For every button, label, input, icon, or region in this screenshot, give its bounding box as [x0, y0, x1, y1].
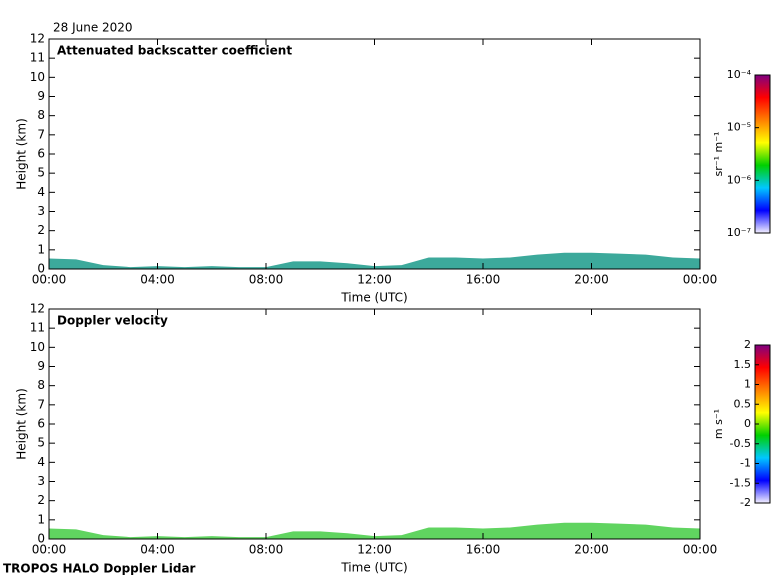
colorbar-tick-label: 2 — [744, 338, 751, 351]
y-tick-label: 3 — [37, 474, 45, 488]
x-tick-label: 00:00 — [683, 543, 718, 557]
plot-frame — [48, 38, 701, 270]
colorbar-tick-label: -0.5 — [730, 437, 751, 450]
y-axis-label: Height (km) — [15, 388, 29, 459]
y-tick-label: 10 — [30, 70, 45, 84]
y-tick-label: 0 — [37, 262, 45, 276]
x-tick-label: 00:00 — [32, 543, 67, 557]
y-tick-label: 12 — [30, 302, 45, 316]
colorbar-tick-label: 10⁻⁶ — [727, 173, 752, 186]
x-axis-label: Time (UTC) — [340, 291, 407, 305]
panel-title: Attenuated backscatter coefficient — [57, 44, 292, 58]
y-tick-label: 2 — [37, 493, 45, 507]
x-tick-label: 12:00 — [357, 273, 392, 287]
x-tick-label: 20:00 — [574, 273, 609, 287]
colorbar-tick-label: 10⁻⁴ — [727, 68, 752, 81]
y-tick-label: 10 — [30, 340, 45, 354]
colorbar-tick-label: 0.5 — [734, 397, 752, 410]
y-tick-label: 5 — [37, 166, 45, 180]
panel-title: Doppler velocity — [57, 314, 168, 328]
colorbar-label: sr⁻¹ m⁻¹ — [712, 132, 725, 177]
y-tick-label: 8 — [37, 108, 45, 122]
y-tick-label: 8 — [37, 378, 45, 392]
colorbar-tick-label: -2 — [740, 496, 751, 509]
x-tick-label: 00:00 — [32, 273, 67, 287]
x-tick-label: 12:00 — [357, 543, 392, 557]
x-tick-label: 20:00 — [574, 543, 609, 557]
x-tick-label: 16:00 — [466, 273, 501, 287]
x-tick-label: 04:00 — [140, 543, 175, 557]
y-tick-label: 1 — [37, 242, 45, 256]
x-tick-label: 08:00 — [249, 273, 284, 287]
colorbar-tick-label: 10⁻⁷ — [727, 226, 751, 239]
y-tick-label: 7 — [37, 397, 45, 411]
y-tick-label: 5 — [37, 436, 45, 450]
signal-area — [49, 522, 700, 539]
y-tick-label: 0 — [37, 532, 45, 546]
colorbar-tick-label: 10⁻⁵ — [727, 121, 751, 134]
y-tick-label: 6 — [37, 417, 45, 431]
y-tick-label: 6 — [37, 147, 45, 161]
y-tick-label: 4 — [37, 185, 45, 199]
y-axis-label: Height (km) — [15, 118, 29, 189]
y-tick-label: 4 — [37, 455, 45, 469]
x-tick-label: 16:00 — [466, 543, 501, 557]
plot-frame — [48, 308, 701, 540]
x-axis-label: Time (UTC) — [340, 561, 407, 575]
y-tick-label: 9 — [37, 89, 45, 103]
y-tick-label: 11 — [30, 51, 45, 65]
x-tick-label: 04:00 — [140, 273, 175, 287]
x-tick-label: 00:00 — [683, 273, 718, 287]
y-tick-label: 11 — [30, 321, 45, 335]
colorbar-label: m s⁻¹ — [712, 409, 725, 439]
y-tick-label: 1 — [37, 512, 45, 526]
colorbar-tick-label: 1.5 — [734, 358, 752, 371]
signal-area — [49, 252, 700, 269]
y-tick-label: 9 — [37, 359, 45, 373]
y-tick-label: 7 — [37, 127, 45, 141]
footer: TROPOS HALO Doppler Lidar — [3, 562, 196, 576]
y-tick-label: 12 — [30, 32, 45, 46]
date: 28 June 2020 — [53, 21, 133, 35]
colorbar-tick-label: -1 — [740, 457, 751, 470]
y-tick-label: 3 — [37, 204, 45, 218]
x-tick-label: 08:00 — [249, 543, 284, 557]
colorbar-tick-label: 0 — [744, 417, 751, 430]
colorbar-tick-label: 1 — [744, 378, 751, 391]
y-tick-label: 2 — [37, 223, 45, 237]
colorbar-tick-label: -1.5 — [730, 476, 751, 489]
colorbar — [754, 74, 771, 234]
